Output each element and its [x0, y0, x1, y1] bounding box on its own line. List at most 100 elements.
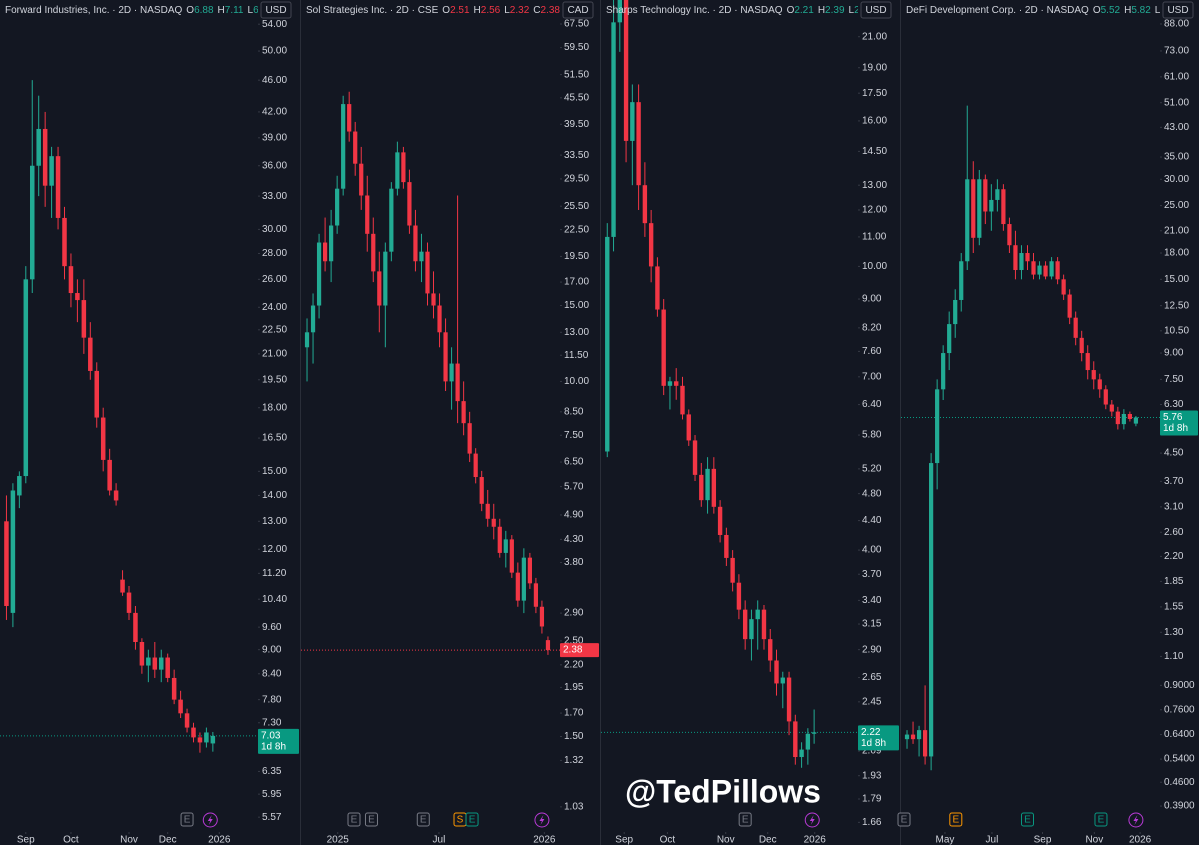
candle-body — [533, 583, 539, 607]
y-tick-label: 1.93 — [862, 770, 882, 781]
candle-body — [29, 165, 35, 280]
y-tick-label: 5.80 — [862, 430, 882, 441]
y-tick-label: 35.00 — [1164, 152, 1189, 163]
candle-body — [1043, 265, 1048, 277]
candle-body — [191, 727, 196, 738]
candle-body — [761, 609, 767, 640]
x-tick-label: May — [936, 835, 955, 845]
candle-body — [1115, 411, 1120, 425]
flash-icon — [539, 815, 545, 825]
countdown: 1d 8h — [861, 738, 886, 749]
candle-body — [1133, 417, 1139, 424]
candle-body — [347, 104, 352, 132]
y-tick-label: 0.3900 — [1164, 801, 1195, 812]
candle-body — [527, 557, 532, 584]
candle-body — [1019, 253, 1024, 271]
y-tick-label: 4.00 — [862, 545, 882, 556]
y-tick-label: 2.90 — [862, 644, 882, 655]
y-tick-label: 3.15 — [862, 619, 882, 630]
x-tick-label: Dec — [159, 835, 177, 845]
currency-box — [1162, 1, 1194, 19]
y-tick-label: 4.80 — [862, 488, 882, 499]
x-tick-label: Nov — [717, 835, 735, 845]
y-tick-label: 2.50 — [564, 636, 584, 647]
header-text: DeFi Development Corp. · 2D · NASDAQ O5.5… — [906, 5, 1199, 16]
candle-body — [146, 657, 151, 666]
candle-body — [935, 389, 940, 464]
y-tick-label: 11.00 — [862, 232, 887, 243]
y-tick-label: 6.50 — [564, 457, 584, 468]
countdown: 1d 8h — [261, 742, 286, 753]
currency-box — [562, 1, 594, 19]
y-tick-label: 22.50 — [564, 224, 589, 235]
candle-body — [799, 749, 804, 758]
y-tick-label: 0.9000 — [1164, 680, 1195, 691]
y-tick-label: 15.00 — [1164, 274, 1189, 285]
y-tick-label: 30.00 — [262, 224, 287, 235]
candle-body — [768, 639, 773, 661]
y-tick-label: 6.30 — [1164, 399, 1184, 410]
candle-body — [630, 102, 635, 141]
candle-body — [68, 266, 74, 294]
quote-key: H — [474, 5, 481, 16]
candle-body — [916, 730, 922, 740]
quote-value: 7.11 — [225, 5, 244, 16]
quote-value: 2.39 — [825, 5, 845, 16]
y-tick-label: 5.70 — [564, 481, 584, 492]
y-tick-label: 12.50 — [1164, 300, 1189, 311]
candle-body — [316, 242, 322, 306]
y-tick-label: 0.7600 — [1164, 704, 1195, 715]
y-tick-label: 9.00 — [1164, 348, 1184, 359]
y-tick-label: 61.00 — [1164, 72, 1189, 83]
y-tick-label: 45.50 — [564, 92, 589, 103]
y-tick-label: 33.50 — [564, 150, 589, 161]
y-tick-label: 88.00 — [1164, 19, 1189, 30]
y-tick-label: 1.50 — [564, 731, 584, 742]
y-tick-label: 9.00 — [862, 294, 882, 305]
event-label: E — [1024, 815, 1031, 826]
y-tick-label: 19.00 — [862, 62, 887, 73]
candle-body — [353, 131, 358, 164]
flash-icon — [1133, 815, 1139, 825]
watermark: @TedPillows — [625, 773, 821, 809]
candle-body — [1121, 413, 1126, 425]
y-tick-label: 7.30 — [262, 717, 282, 728]
candle-body — [377, 271, 382, 306]
candle-body — [959, 261, 964, 300]
countdown: 1d 8h — [1163, 423, 1188, 434]
candle-body — [539, 606, 545, 627]
event-label: E — [742, 815, 749, 826]
y-tick-label: 11.20 — [262, 568, 287, 579]
x-tick-label: Nov — [1085, 835, 1103, 845]
y-tick-label: 18.00 — [1164, 248, 1189, 259]
y-tick-label: 1.70 — [564, 708, 584, 719]
currency: USD — [265, 5, 286, 16]
y-tick-label: 54.00 — [262, 19, 287, 30]
y-tick-label: 51.50 — [564, 69, 589, 80]
quote-value: 6.88 — [194, 5, 214, 16]
candle-body — [152, 657, 158, 670]
candle-body — [49, 156, 54, 186]
x-tick-label: 2026 — [208, 835, 231, 845]
symbol-title: DeFi Development Corp. · 2D · NASDAQ — [906, 5, 1089, 16]
candle-body — [335, 188, 340, 226]
quote-key: O — [442, 5, 450, 16]
candle-body — [1031, 261, 1036, 275]
y-tick-label: 46.00 — [262, 75, 287, 86]
y-tick-label: 6.35 — [262, 766, 282, 777]
y-tick-label: 3.80 — [564, 557, 584, 568]
y-tick-label: 39.00 — [262, 132, 287, 143]
last-price-box — [560, 643, 599, 658]
y-tick-label: 7.50 — [564, 430, 584, 441]
event-label: E — [952, 815, 959, 826]
candle-body — [811, 732, 817, 734]
y-tick-label: 22.50 — [262, 324, 287, 335]
y-tick-label: 15.00 — [262, 466, 287, 477]
candle-body — [947, 324, 952, 354]
y-tick-label: 13.00 — [564, 327, 589, 338]
candle-body — [42, 128, 48, 186]
candle-body — [686, 414, 691, 441]
y-tick-label: 1.55 — [1164, 602, 1184, 613]
y-tick-label: 5.95 — [262, 789, 282, 800]
y-tick-label: 8.20 — [862, 322, 882, 333]
